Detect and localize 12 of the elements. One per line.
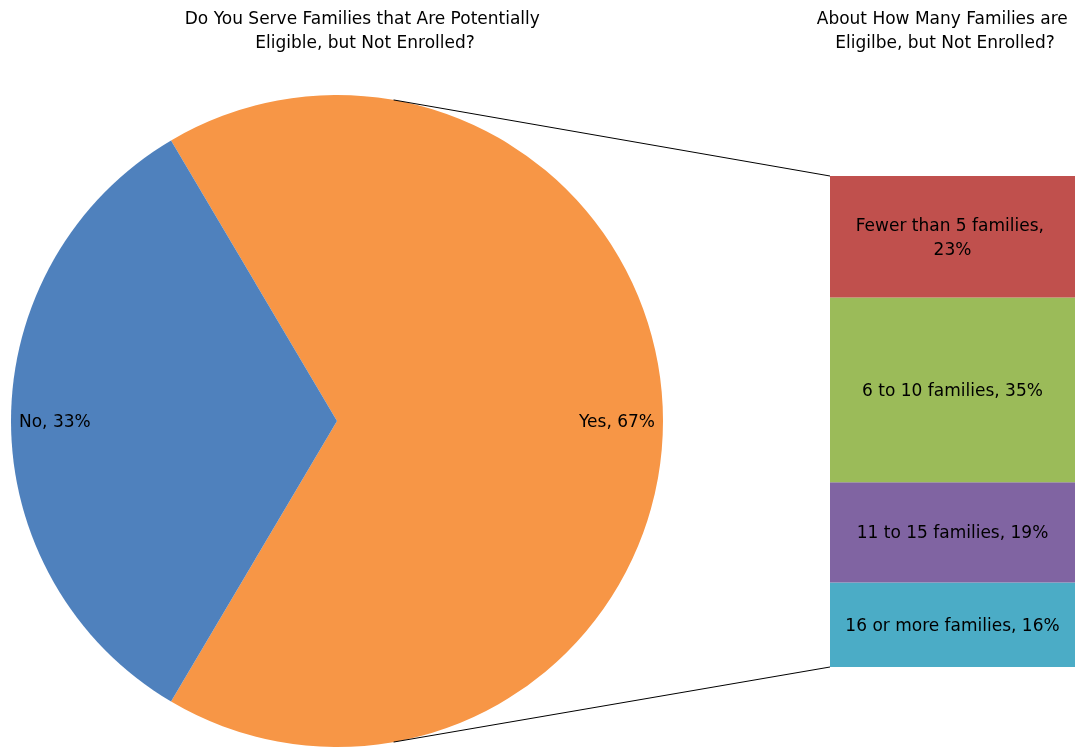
data-label: 6 to 10 families, 35% [862, 379, 1043, 400]
data-label: Fewer than 5 families, 23% [855, 214, 1050, 259]
bar [830, 297, 1075, 483]
slice-label: Yes, 67% [577, 411, 655, 431]
slice-label: No, 33% [19, 411, 91, 431]
bar [830, 482, 1075, 583]
data-label: 16 or more families, 16% [845, 614, 1060, 635]
bar [830, 582, 1075, 667]
chart-title: Do You Serve Families that Are Potentially Eligible, but Not Enrolled? [184, 8, 546, 52]
bar [830, 176, 1075, 298]
chart-title: About How Many Families are Eligilbe, but Not Enrolled? [816, 8, 1074, 52]
data-label: 11 to 15 families, 19% [856, 522, 1049, 543]
